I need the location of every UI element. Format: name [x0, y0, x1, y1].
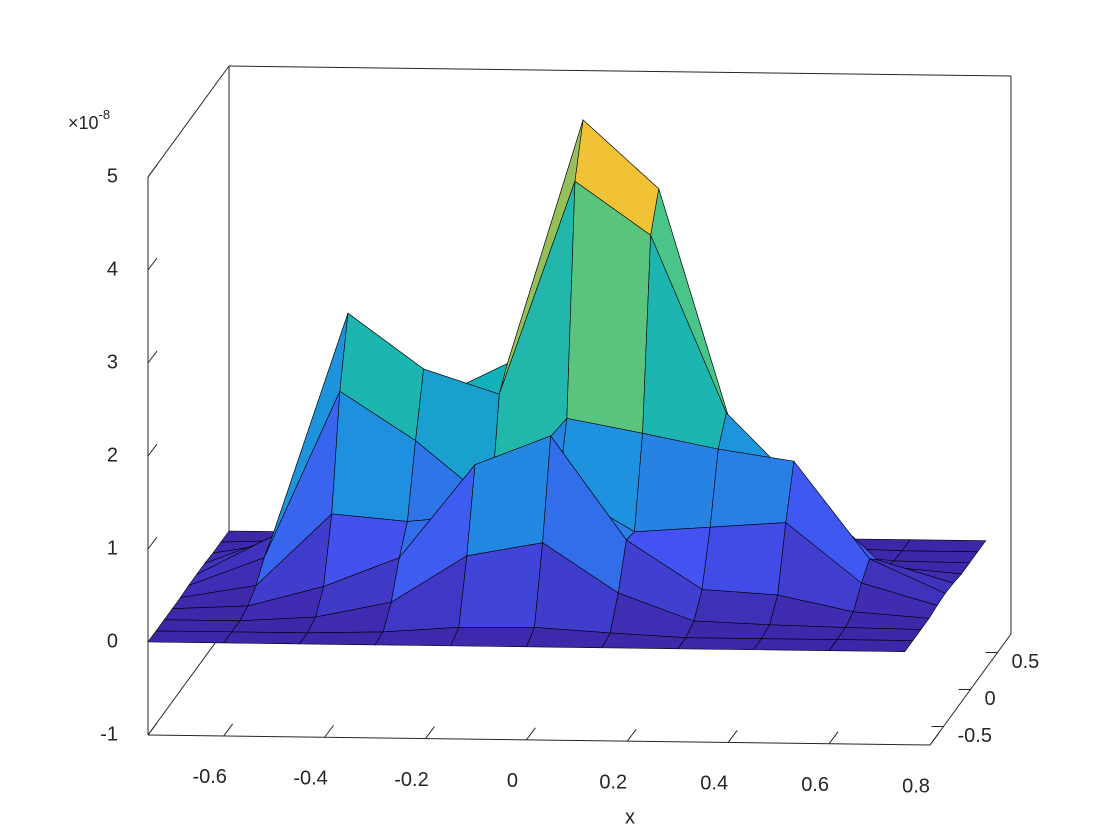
x-tick	[929, 732, 940, 746]
x-tick-label: 0.2	[599, 771, 627, 793]
x-tick	[828, 731, 839, 745]
y-tick-label: -0.5	[958, 725, 992, 747]
surface-patch	[634, 432, 719, 533]
z-tick-label: -1	[100, 723, 118, 745]
surface-patch	[147, 630, 233, 644]
z-tick-label: 5	[107, 165, 118, 187]
surface-patch	[901, 539, 987, 553]
x-tick-label: 0	[507, 770, 518, 792]
surface-patch	[828, 639, 914, 652]
z-tick	[147, 350, 158, 364]
box-edge	[228, 65, 1012, 77]
surface-patch	[752, 638, 838, 652]
z-tick	[147, 257, 158, 271]
z-tick-label: 3	[107, 351, 118, 373]
surface-patch	[761, 624, 846, 640]
box-edge	[147, 65, 230, 178]
x-tick	[324, 724, 334, 738]
z-tick-label: 0	[107, 630, 118, 652]
surface-patch	[709, 448, 795, 528]
z-scale-base: ×10	[68, 113, 99, 133]
z-scale-label: ×10-8	[68, 107, 110, 132]
z-tick	[147, 629, 158, 643]
x-tick	[525, 727, 536, 741]
surface-patch	[693, 589, 779, 626]
surface-patch	[155, 619, 241, 633]
surface-patch	[677, 637, 763, 651]
z-tick-label: 1	[107, 537, 118, 559]
x-tick-label: 0.8	[902, 775, 930, 797]
z-tick	[147, 443, 158, 457]
x-tick-label: -0.4	[293, 768, 327, 790]
surface-patch	[701, 522, 787, 596]
x-axis	[147, 734, 931, 746]
x-tick-label: -0.2	[394, 769, 428, 791]
surface-patch	[836, 627, 922, 641]
x-tick	[425, 726, 435, 739]
x-tick	[727, 730, 738, 743]
z-tick	[147, 536, 158, 550]
surface-patch	[223, 631, 309, 645]
surface-patch	[450, 627, 535, 648]
z-tick-label: 2	[107, 444, 118, 466]
x-tick-label: 0.4	[700, 773, 728, 795]
x-tick	[626, 728, 637, 742]
y-tick-label: 0.5	[1012, 651, 1040, 673]
z-tick	[147, 164, 158, 178]
y-tick-label: 0	[985, 688, 996, 710]
surface-patch	[458, 542, 543, 628]
surface-patch	[298, 631, 384, 646]
x-tick-label: -0.6	[192, 766, 226, 788]
z-tick	[147, 722, 158, 736]
z-scale-exponent: -8	[99, 107, 111, 122]
x-tick-label: 0.6	[801, 774, 829, 796]
x-axis-label: x	[625, 806, 635, 828]
surface-patch	[642, 235, 727, 450]
z-tick-label: 4	[107, 258, 118, 280]
x-tick	[223, 723, 234, 737]
